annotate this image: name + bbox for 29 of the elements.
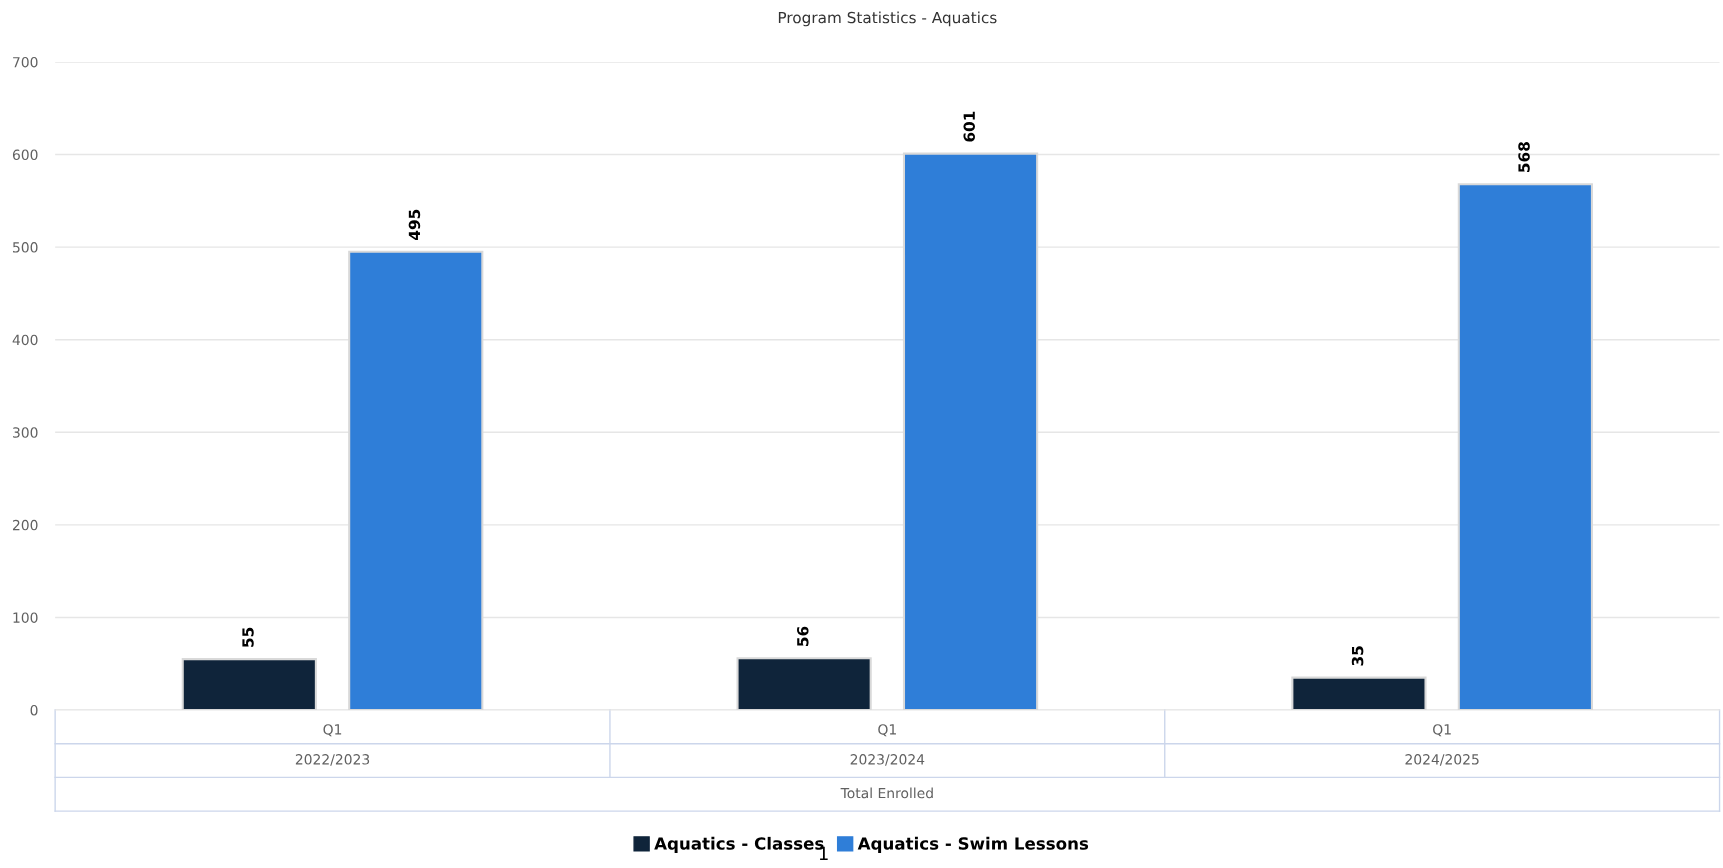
text: 2022/2023 bbox=[295, 754, 370, 766]
data-label: 55 bbox=[242, 627, 254, 647]
data-label: 601 bbox=[963, 111, 975, 142]
data-label: 568 bbox=[1518, 142, 1530, 172]
y-tick-label: 700 bbox=[13, 56, 38, 68]
y-tick-label: 300 bbox=[13, 427, 38, 438]
bar bbox=[736, 657, 872, 711]
legend-label: Aquatics - Swim Lessons bbox=[857, 836, 1089, 853]
x-tick-label: Q1 bbox=[1433, 724, 1451, 737]
text: 2023/2024 bbox=[850, 754, 925, 766]
y-tick-label: 600 bbox=[12, 149, 38, 161]
y-tick-label: 500 bbox=[13, 242, 38, 253]
y-tick-label: 200 bbox=[12, 519, 38, 531]
data-label: 495 bbox=[408, 209, 421, 240]
bar bbox=[1457, 183, 1593, 711]
data-label: 35 bbox=[1351, 646, 1364, 666]
text: Total Enrolled bbox=[840, 787, 933, 799]
bar bbox=[348, 250, 484, 711]
bar bbox=[902, 152, 1039, 711]
y-tick-label: 0 bbox=[30, 704, 38, 716]
x-tick-label: Q1 bbox=[323, 724, 342, 737]
bar bbox=[1291, 676, 1427, 711]
y-tick-label: 400 bbox=[12, 334, 38, 346]
chart-title: Program Statistics - Aquatics bbox=[778, 11, 997, 27]
x-tick-label: Q1 bbox=[878, 724, 896, 737]
data-label: 56 bbox=[797, 626, 809, 646]
bar bbox=[181, 658, 317, 711]
y-tick-label: 100 bbox=[13, 612, 38, 623]
text: 2024/2025 bbox=[1405, 754, 1479, 766]
